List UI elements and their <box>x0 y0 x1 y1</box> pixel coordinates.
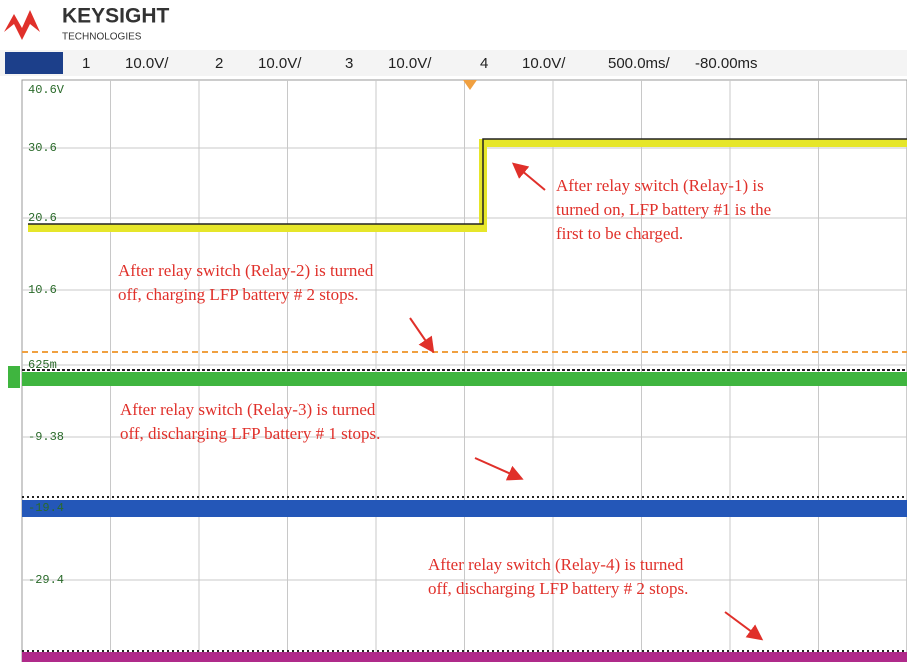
scope-screen: KEYSIGHT TECHNOLOGIES 1 10.0V/2 10.0V/3 10.… <box>0 0 907 662</box>
level-label: -19.4 <box>28 501 64 515</box>
annotation: off, charging LFP battery # 2 stops. <box>118 285 359 304</box>
annotation: first to be charged. <box>556 224 683 243</box>
annotation: After relay switch (Relay-4) is turned <box>428 555 684 574</box>
brand: KEYSIGHT <box>62 5 170 28</box>
annotation: off, discharging LFP battery # 2 stops. <box>428 579 688 598</box>
level-label: 10.6 <box>28 283 57 297</box>
level-label: 30.6 <box>28 141 57 155</box>
level-label: -9.38 <box>28 430 64 444</box>
run-indicator <box>5 52 63 74</box>
logo: KEYSIGHT TECHNOLOGIES <box>4 5 170 43</box>
annotation: off, discharging LFP battery # 1 stops. <box>120 424 380 443</box>
ch2-marker <box>8 366 20 388</box>
level-label: -29.4 <box>28 573 64 587</box>
setting: 2 <box>215 55 223 72</box>
setting: 4 <box>480 55 488 72</box>
setting: 3 <box>345 55 353 72</box>
setting: -80.00ms <box>695 55 758 72</box>
setting: 10.0V/ <box>388 55 432 72</box>
level-label: 40.6V <box>28 83 65 97</box>
annotation: turned on, LFP battery #1 is the <box>556 200 771 219</box>
setting: 500.0ms/ <box>608 55 671 72</box>
trace-ch3 <box>22 500 907 517</box>
trace-ch4 <box>22 652 907 662</box>
setting: 10.0V/ <box>258 55 302 72</box>
setting: 10.0V/ <box>522 55 566 72</box>
level-label: 20.6 <box>28 211 57 225</box>
annotation: After relay switch (Relay-2) is turned <box>118 261 374 280</box>
trace-ch2 <box>22 372 907 386</box>
annotation: After relay switch (Relay-1) is <box>556 176 764 195</box>
setting: 1 <box>82 55 90 72</box>
setting: 10.0V/ <box>125 55 169 72</box>
annotation: After relay switch (Relay-3) is turned <box>120 400 376 419</box>
brand-sub: TECHNOLOGIES <box>62 32 142 43</box>
level-label: 625m <box>28 358 57 372</box>
